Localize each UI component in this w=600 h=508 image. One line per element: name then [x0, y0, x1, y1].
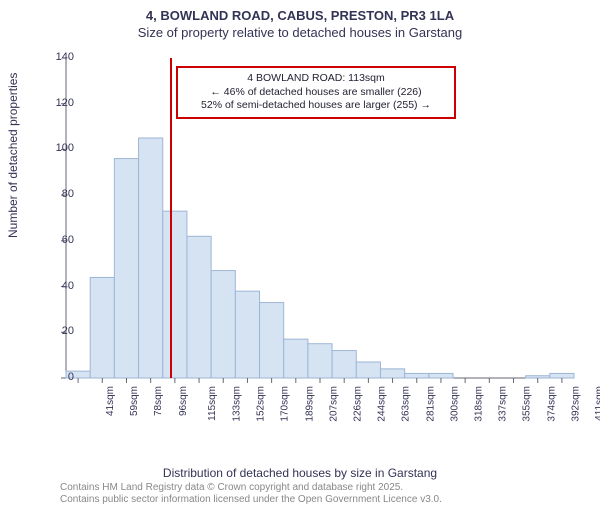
x-tick-label: 318sqm [474, 386, 485, 422]
x-tick-label: 152sqm [256, 386, 267, 422]
footer-line-2: Contains public sector information licen… [60, 494, 442, 506]
x-tick-label: 411sqm [594, 386, 600, 421]
x-tick-label: 337sqm [498, 386, 509, 422]
title-sub: Size of property relative to detached ho… [0, 25, 600, 40]
y-tick-label: 80 [44, 188, 74, 200]
annotation-line-3: 52% of semi-detached houses are larger (… [184, 99, 448, 113]
property-marker-line [170, 58, 172, 378]
y-tick-label: 20 [44, 325, 74, 337]
x-tick-label: 300sqm [449, 386, 460, 422]
x-tick-label: 189sqm [304, 386, 315, 422]
y-tick-label: 60 [44, 234, 74, 246]
x-tick-label: 226sqm [353, 386, 364, 422]
x-tick-label: 41sqm [105, 386, 116, 416]
x-tick-label: 392sqm [570, 386, 581, 422]
y-tick-label: 120 [44, 97, 74, 109]
y-tick-label: 100 [44, 142, 74, 154]
y-tick-label: 0 [44, 371, 74, 383]
footer-line-1: Contains HM Land Registry data © Crown c… [60, 482, 442, 494]
annotation-line-1: 4 BOWLAND ROAD: 113sqm [184, 72, 448, 86]
x-tick-label: 133sqm [232, 386, 243, 422]
x-tick-label: 263sqm [401, 386, 412, 422]
y-tick-label: 40 [44, 280, 74, 292]
x-tick-label: 281sqm [425, 386, 436, 422]
annotation-box: 4 BOWLAND ROAD: 113sqm ← 46% of detached… [176, 66, 456, 119]
y-tick-label: 140 [44, 51, 74, 63]
title-main: 4, BOWLAND ROAD, CABUS, PRESTON, PR3 1LA [0, 8, 600, 23]
x-tick-label: 115sqm [207, 386, 218, 421]
x-tick-label: 355sqm [522, 386, 533, 422]
x-tick-label: 374sqm [546, 386, 557, 422]
x-tick-label: 244sqm [377, 386, 388, 422]
chart-area: 4 BOWLAND ROAD: 113sqm ← 46% of detached… [60, 58, 580, 428]
annotation-line-2: ← 46% of detached houses are smaller (22… [184, 86, 448, 100]
x-tick-label: 96sqm [178, 386, 189, 416]
x-tick-label: 59sqm [129, 386, 140, 416]
x-tick-label: 170sqm [280, 386, 291, 422]
footer-attribution: Contains HM Land Registry data © Crown c… [60, 482, 442, 506]
y-axis-label: Number of detached properties [6, 73, 20, 238]
x-tick-label: 207sqm [328, 386, 339, 422]
x-axis-label: Distribution of detached houses by size … [0, 466, 600, 480]
x-tick-label: 78sqm [153, 386, 164, 416]
